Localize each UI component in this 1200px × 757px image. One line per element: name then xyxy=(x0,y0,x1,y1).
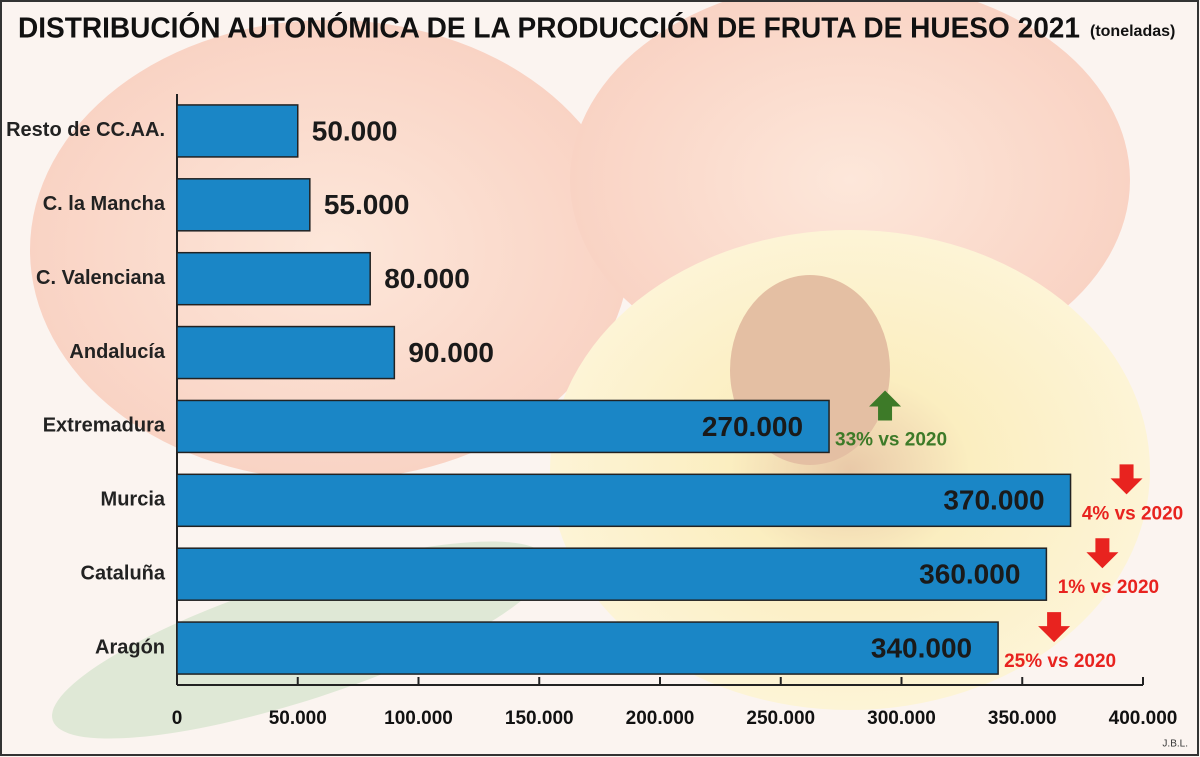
y-tick-label: C. la Mancha xyxy=(43,193,166,215)
value-label: 90.000 xyxy=(408,337,494,368)
bar xyxy=(176,325,396,380)
y-tick-label: Cataluña xyxy=(81,562,166,584)
annotation: 25% vs 2020 xyxy=(1004,651,1116,672)
annotation: 4% vs 2020 xyxy=(1082,503,1183,524)
value-label: 370.000 xyxy=(943,485,1044,516)
trend-arrow xyxy=(1110,464,1143,495)
y-tick-label: Extremadura xyxy=(43,415,166,437)
x-tick-label: 0 xyxy=(172,708,183,729)
trend-arrow xyxy=(869,390,902,421)
value-label: 270.000 xyxy=(702,411,803,442)
x-tick-label: 350.000 xyxy=(988,708,1057,729)
x-tick-label: 100.000 xyxy=(384,708,453,729)
trend-arrow xyxy=(1086,538,1119,569)
y-tick-label: C. Valenciana xyxy=(36,267,166,289)
value-label: 55.000 xyxy=(324,189,410,220)
x-tick-label: 250.000 xyxy=(746,708,815,729)
y-tick-label: Aragón xyxy=(95,636,165,658)
credit: J.B.L. xyxy=(1162,739,1188,750)
value-label: 340.000 xyxy=(871,632,972,663)
x-tick-label: 150.000 xyxy=(505,708,574,729)
value-label: 50.000 xyxy=(312,115,398,146)
trend-arrow xyxy=(1038,612,1071,643)
x-tick-label: 50.000 xyxy=(269,708,327,729)
bar xyxy=(176,251,371,306)
x-tick-label: 300.000 xyxy=(867,708,936,729)
y-tick-label: Andalucía xyxy=(69,341,165,363)
y-tick-label: Murcia xyxy=(101,489,166,511)
value-label: 360.000 xyxy=(919,559,1020,590)
annotation: 33% vs 2020 xyxy=(835,429,947,450)
y-tick-label: Resto de CC.AA. xyxy=(6,119,165,141)
plot: 0 50.000 100.000 150.000 200.000 250.000 300.0… xyxy=(6,94,1183,729)
bar xyxy=(176,399,830,454)
bar xyxy=(176,473,1072,528)
chart-subtitle: (toneladas) xyxy=(1090,23,1175,40)
bar xyxy=(176,178,311,232)
x-tick-label: 400.000 xyxy=(1109,708,1178,729)
bar xyxy=(176,621,999,675)
bar xyxy=(176,547,1048,601)
bar xyxy=(176,104,299,158)
annotation: 1% vs 2020 xyxy=(1058,577,1159,598)
value-label: 80.000 xyxy=(384,263,470,294)
x-tick-label: 200.000 xyxy=(626,708,695,729)
chart-title: DISTRIBUCIÓN AUTONÓMICA DE LA PRODUCCIÓN… xyxy=(18,11,1080,45)
